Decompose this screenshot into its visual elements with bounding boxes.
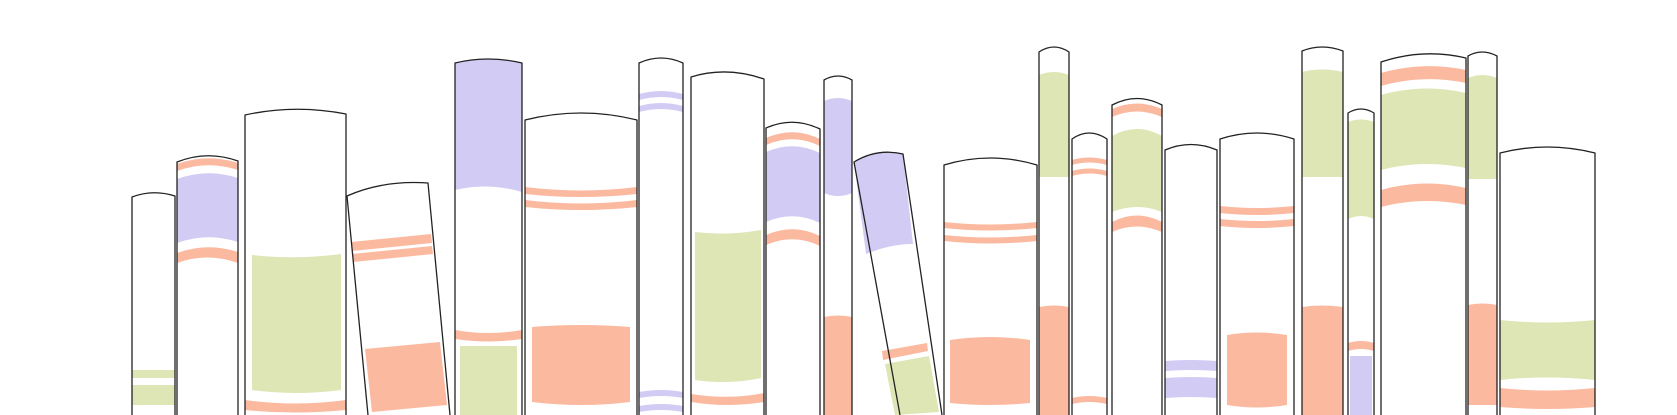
book-spine-15 xyxy=(1111,97,1163,415)
book-spine-11 xyxy=(853,151,943,415)
book-spine-22 xyxy=(1499,146,1596,415)
book-spine-02 xyxy=(176,155,239,415)
book-spine-14 xyxy=(1071,132,1108,415)
book-spine-04 xyxy=(346,181,451,415)
book-spine-13 xyxy=(1038,46,1070,415)
book-spine-18 xyxy=(1301,46,1344,415)
book-spine-16 xyxy=(1164,143,1218,415)
book-spine-03 xyxy=(244,108,347,415)
book-spine-19 xyxy=(1347,108,1375,415)
book-spine-10 xyxy=(823,75,853,415)
book-spine-07 xyxy=(638,57,684,415)
book-spine-08 xyxy=(690,71,765,415)
book-spine-17 xyxy=(1219,132,1295,415)
book-spine-01 xyxy=(131,192,176,415)
book-spine-20 xyxy=(1380,53,1467,415)
book-spine-06 xyxy=(524,112,638,415)
book-spine-09 xyxy=(765,121,821,415)
book-spine-12 xyxy=(943,157,1038,415)
book-spine-21 xyxy=(1467,51,1498,415)
book-spine-05 xyxy=(454,58,523,415)
